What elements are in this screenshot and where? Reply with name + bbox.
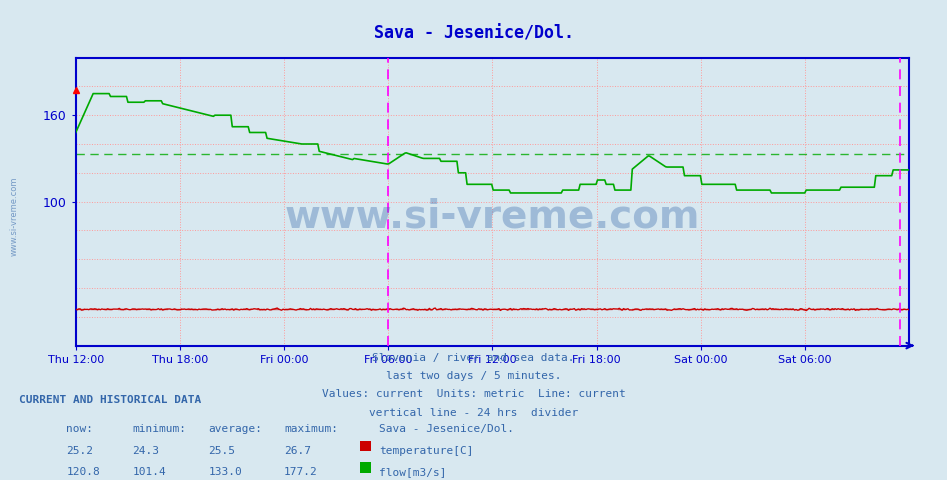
Text: flow[m3/s]: flow[m3/s] bbox=[379, 467, 446, 477]
Text: Values: current  Units: metric  Line: current: Values: current Units: metric Line: curr… bbox=[322, 389, 625, 399]
Text: Sava - Jesenice/Dol.: Sava - Jesenice/Dol. bbox=[379, 424, 514, 434]
Text: 25.5: 25.5 bbox=[208, 445, 236, 456]
Text: 26.7: 26.7 bbox=[284, 445, 312, 456]
Text: 25.2: 25.2 bbox=[66, 445, 94, 456]
Text: CURRENT AND HISTORICAL DATA: CURRENT AND HISTORICAL DATA bbox=[19, 395, 201, 405]
Text: vertical line - 24 hrs  divider: vertical line - 24 hrs divider bbox=[369, 408, 578, 418]
Text: 24.3: 24.3 bbox=[133, 445, 160, 456]
Text: now:: now: bbox=[66, 424, 94, 434]
Text: 133.0: 133.0 bbox=[208, 467, 242, 477]
Text: temperature[C]: temperature[C] bbox=[379, 445, 474, 456]
Text: average:: average: bbox=[208, 424, 262, 434]
Text: minimum:: minimum: bbox=[133, 424, 187, 434]
Text: 177.2: 177.2 bbox=[284, 467, 318, 477]
Text: last two days / 5 minutes.: last two days / 5 minutes. bbox=[385, 371, 562, 381]
Text: 101.4: 101.4 bbox=[133, 467, 167, 477]
Text: Slovenia / river and sea data.: Slovenia / river and sea data. bbox=[372, 353, 575, 363]
Text: Sava - Jesenice/Dol.: Sava - Jesenice/Dol. bbox=[373, 24, 574, 42]
Text: maximum:: maximum: bbox=[284, 424, 338, 434]
Text: 120.8: 120.8 bbox=[66, 467, 100, 477]
Text: www.si-vreme.com: www.si-vreme.com bbox=[285, 197, 700, 235]
Text: www.si-vreme.com: www.si-vreme.com bbox=[9, 176, 19, 256]
